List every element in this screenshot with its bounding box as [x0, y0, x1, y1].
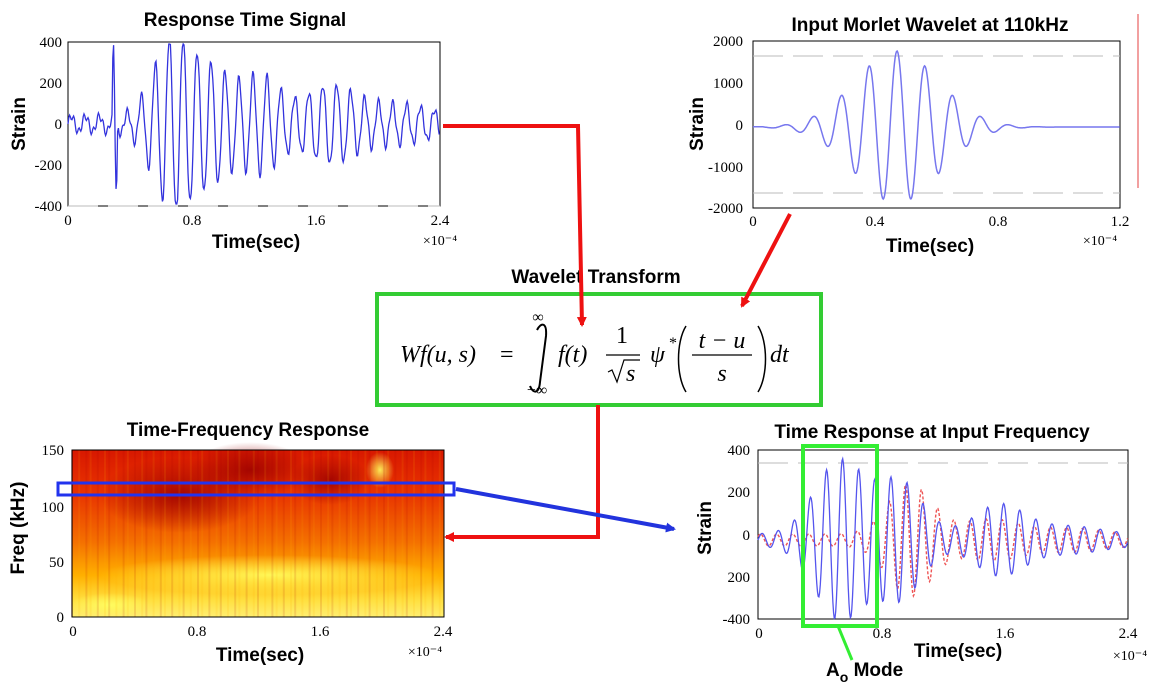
x-axis-label: Time(sec) — [914, 641, 1002, 662]
x-exponent: ×10⁻⁴ — [1083, 234, 1117, 249]
formula-denominator: s — [717, 361, 726, 387]
left-paren — [677, 325, 687, 393]
transform-to-tf-arrow — [444, 405, 600, 542]
x-tick: 2.4 — [434, 624, 453, 640]
x-tick: 1.6 — [311, 624, 330, 640]
response-signal-line — [67, 42, 440, 205]
x-tick: 0.8 — [989, 214, 1008, 230]
x-tick: 0.8 — [873, 626, 892, 642]
x-tick: 0.8 — [183, 213, 202, 229]
signal-to-transform-arrow — [443, 124, 587, 327]
frequency-highlight-box — [56, 481, 456, 497]
formula-dt: dt — [770, 342, 790, 368]
x-tick: 0.8 — [188, 624, 207, 640]
response-signal-title: Response Time Signal — [144, 10, 346, 31]
transform-box — [375, 292, 823, 407]
y-tick: 200 — [40, 76, 63, 92]
y-tick: -1000 — [708, 160, 743, 176]
formula-star: * — [669, 335, 677, 352]
sqrt-sign — [607, 359, 640, 384]
y-tick: 0 — [57, 610, 65, 626]
wavelet-to-transform-arrow — [740, 213, 792, 308]
input-freq-title: Time Response at Input Frequency — [774, 422, 1090, 443]
integral-sign — [529, 323, 548, 393]
y-axis-label: Strain — [687, 97, 708, 151]
response-signal-panel: Response Time Signal 400 200 0 -200 -400… — [9, 10, 457, 253]
x-axis-label: Time(sec) — [212, 232, 300, 253]
y-tick: 1000 — [713, 76, 743, 92]
y-tick: 0 — [736, 118, 744, 134]
x-tick: 2.4 — [1119, 626, 1138, 642]
y-axis-label: Strain — [9, 97, 30, 151]
y-tick: -400 — [723, 612, 751, 628]
y-tick: 50 — [49, 555, 64, 571]
x-tick: 2.4 — [431, 213, 450, 229]
formula-numerator: t − u — [699, 328, 746, 354]
ao-mode-highlight-box — [801, 444, 879, 628]
x-exponent: ×10⁻⁴ — [423, 234, 457, 249]
input-frequency-response-line — [757, 456, 1129, 620]
x-tick: 0.4 — [866, 214, 885, 230]
formula-equals: = — [500, 342, 514, 368]
y-tick: -2000 — [708, 201, 743, 217]
morlet-plot-area — [752, 40, 1121, 209]
x-tick: 1.2 — [1111, 214, 1130, 230]
x-tick: 0 — [749, 214, 757, 230]
y-tick: 0 — [55, 117, 63, 133]
morlet-wavelet-line — [752, 50, 1120, 201]
y-tick: 100 — [42, 500, 65, 516]
frequency-extract-arrow — [455, 487, 676, 533]
x-tick: 0 — [755, 626, 763, 642]
morlet-title: Input Morlet Wavelet at 110kHz — [792, 15, 1069, 36]
right-paren — [757, 325, 767, 393]
tf-panel: Time-Frequency Response 150 100 50 0 0 0… — [8, 420, 456, 666]
formula-one: 1 — [616, 323, 628, 349]
reconstructed-red-line — [757, 482, 1129, 598]
x-tick: 1.6 — [996, 626, 1015, 642]
y-axis-label: Freq (kHz) — [8, 482, 29, 575]
y-tick: -400 — [35, 199, 63, 215]
y-tick: 2000 — [713, 34, 743, 50]
x-exponent: ×10⁻⁴ — [408, 645, 442, 660]
y-tick: 0 — [743, 528, 751, 544]
tf-title: Time-Frequency Response — [127, 420, 370, 441]
tf-heatmap — [70, 442, 445, 618]
y-tick: 400 — [40, 35, 63, 51]
x-tick: 0 — [64, 213, 72, 229]
y-tick: 200 — [728, 485, 751, 501]
y-tick: 150 — [42, 443, 65, 459]
input-freq-panel: Time Response at Input Frequency 400 200… — [695, 422, 1147, 685]
x-exponent: ×10⁻⁴ — [1113, 649, 1147, 664]
formula-f: f(t) — [558, 342, 587, 368]
y-tick: 400 — [728, 443, 751, 459]
y-tick: -200 — [35, 158, 63, 174]
wavelet-transform: Wavelet Transform Wf(u, s) = ∞ −∞ f(t) 1… — [375, 267, 823, 407]
x-tick: 0 — [69, 624, 77, 640]
formula-sqrt-s: s — [626, 361, 635, 387]
x-axis-label: Time(sec) — [886, 236, 974, 257]
integral-upper: ∞ — [532, 309, 543, 326]
x-axis-label: Time(sec) — [216, 645, 304, 666]
x-tick: 1.6 — [307, 213, 326, 229]
transform-formula: Wf(u, s) = ∞ −∞ f(t) 1 s ψ * t − u s dt — [400, 309, 790, 399]
y-tick: 200 — [728, 570, 751, 586]
morlet-panel: Input Morlet Wavelet at 110kHz 2000 1000… — [687, 14, 1139, 257]
formula-psi: ψ — [650, 342, 666, 368]
transform-title: Wavelet Transform — [511, 267, 680, 288]
y-axis-label: Strain — [695, 501, 716, 555]
integral-lower: −∞ — [527, 382, 547, 399]
tf-stripes — [71, 450, 441, 617]
ao-mode-label: Ao Mode — [826, 660, 903, 685]
response-signal-plot-area — [67, 41, 441, 207]
formula-lhs: Wf(u, s) — [400, 342, 476, 368]
